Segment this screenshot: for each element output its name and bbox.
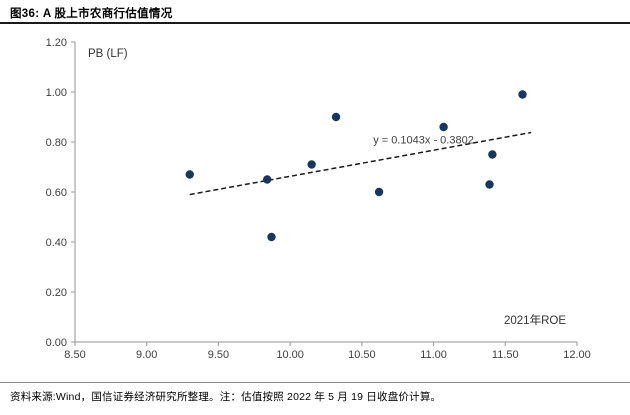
trendline-equation: y = 0.1043x - 0.3802 <box>373 134 474 146</box>
y-tick-label: 0.60 <box>46 187 67 199</box>
title-underline <box>0 22 630 24</box>
data-point <box>267 232 276 242</box>
y-tick-label: 1.20 <box>46 37 67 49</box>
y-tick-label: 0.00 <box>46 337 67 349</box>
y-tick-label: 0.40 <box>46 237 67 249</box>
data-point <box>307 160 316 169</box>
x-tick-label: 9.50 <box>208 349 229 361</box>
data-point <box>185 170 194 179</box>
x-tick-label: 11.50 <box>492 349 519 361</box>
footer-divider <box>0 382 630 383</box>
x-tick-label: 11.00 <box>420 349 447 361</box>
y-axis-title: PB (LF) <box>88 48 128 60</box>
y-tick-label: 0.80 <box>46 137 67 149</box>
x-tick-label: 10.00 <box>276 349 304 361</box>
data-point <box>439 122 448 132</box>
data-point <box>262 175 272 184</box>
figure-title: 图36: A 股上市农商行估值情况 <box>10 8 173 20</box>
data-point <box>331 112 341 122</box>
y-tick-label: 1.00 <box>46 87 67 99</box>
x-tick-label: 10.50 <box>348 349 376 361</box>
x-tick-label: 12.00 <box>563 349 591 361</box>
data-point <box>485 180 494 189</box>
data-point <box>488 150 497 159</box>
x-tick-label: 9.00 <box>136 349 157 361</box>
data-point <box>374 187 384 197</box>
source-note: 资料来源:Wind，国信证券经济研究所整理。注：估值按照 2022 年 5 月 … <box>10 391 442 403</box>
x-axis-title: 2021年ROE <box>504 313 566 327</box>
data-point <box>518 90 527 99</box>
x-tick-label: 8.50 <box>64 349 85 361</box>
trend-line <box>189 131 532 196</box>
y-tick-label: 0.20 <box>46 287 67 299</box>
